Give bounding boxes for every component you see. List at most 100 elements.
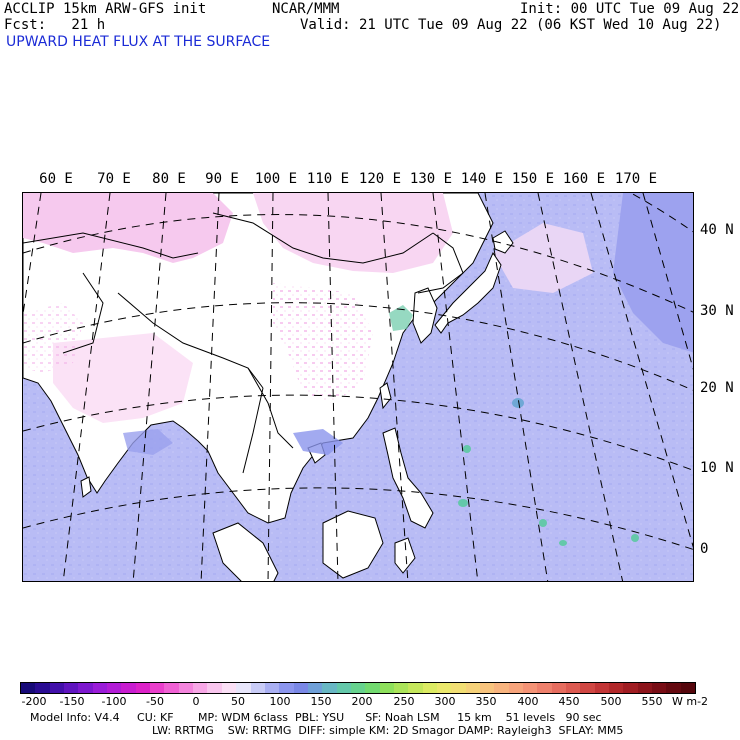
colorbar-swatch — [666, 683, 681, 693]
pacific-green-spot-4 — [539, 519, 547, 527]
center-label: NCAR/MMM — [272, 1, 340, 17]
meridian-170e — [642, 193, 693, 370]
colorbar-swatch — [21, 683, 36, 693]
meridian-130e — [432, 193, 479, 581]
colorbar-swatch — [236, 683, 251, 693]
colorbar-swatch — [193, 683, 208, 693]
lon-label-150e: 150 E — [511, 171, 555, 187]
colorbar-tick: 100 — [269, 695, 291, 708]
colorbar-tick: 50 — [231, 695, 245, 708]
meridian-70e — [62, 193, 111, 581]
lon-label-60e: 60 E — [39, 171, 73, 187]
meridian-90e — [200, 193, 220, 581]
colorbar-tick: 500 — [600, 695, 622, 708]
sulawesi-island — [394, 537, 416, 574]
model-info-line-1: Model Info: V4.4 CU: KF MP: WDM 6class P… — [30, 711, 602, 724]
meridian-120e — [380, 193, 409, 581]
meridian-110e — [327, 193, 339, 581]
colorbar-swatch — [264, 683, 280, 693]
pacific-green-spot-3 — [458, 499, 468, 507]
lon-label-160e: 160 E — [562, 171, 606, 187]
sumatra-island — [212, 522, 279, 581]
meridian-80e — [132, 193, 167, 581]
pacific-green-spot-5 — [559, 540, 567, 546]
colorbar-swatch — [35, 683, 50, 693]
parallel-30n — [23, 214, 693, 313]
pacific-green-spot-1 — [512, 398, 524, 408]
colorbar-swatch — [580, 683, 595, 693]
north-pacific-pink-region — [493, 223, 593, 293]
colorbar-swatch — [379, 683, 394, 693]
colorbar-tick: -150 — [59, 695, 85, 708]
colorbar-tick: 450 — [558, 695, 580, 708]
colorbar-swatch — [322, 683, 337, 693]
lon-label-170e: 170 E — [614, 171, 658, 187]
colorbar-swatch — [451, 683, 466, 693]
colorbar-tick: -100 — [101, 695, 127, 708]
colorbar-swatch — [49, 683, 65, 693]
japan-islands — [434, 251, 502, 334]
colorbar-swatch — [150, 683, 165, 693]
colorbar-tick: -200 — [21, 695, 47, 708]
colorbar-swatch — [336, 683, 351, 693]
colorbar-swatch — [64, 683, 79, 693]
colorbar-swatch — [494, 683, 509, 693]
border-indochina — [242, 367, 294, 474]
colorbar-swatch — [652, 683, 667, 693]
meridian-140e — [484, 193, 549, 581]
graticule-longitudes — [23, 193, 693, 581]
lon-label-90e: 90 E — [205, 171, 239, 187]
lon-label-130e: 130 E — [409, 171, 453, 187]
meridian-160e — [590, 193, 693, 548]
bay-of-bengal-blue-patch — [123, 429, 173, 455]
lon-label-120e: 120 E — [358, 171, 402, 187]
colorbar-swatch — [566, 683, 581, 693]
colorbar-tick: 200 — [351, 695, 373, 708]
central-asia-pink-region — [23, 193, 233, 263]
lat-label-0: 0 — [700, 541, 709, 557]
colorbar-swatch — [594, 683, 610, 693]
china-interior-pink-texture — [273, 283, 373, 403]
map-panel — [22, 192, 694, 582]
init-time: Init: 00 UTC Tue 09 Aug 22 — [520, 1, 740, 17]
model-info-line-2: LW: RRTMG SW: RRTMG DIFF: simple KM: 2D … — [152, 724, 624, 737]
colorbar-tick: 150 — [310, 695, 332, 708]
colorbar-swatch — [551, 683, 567, 693]
heat-flux-map — [23, 193, 693, 581]
colorbar-swatch — [465, 683, 480, 693]
lat-label-10n: 10 N — [700, 460, 734, 476]
lon-label-140e: 140 E — [460, 171, 504, 187]
pacific-green-spot-6 — [631, 534, 639, 542]
colorbar-swatch — [422, 683, 437, 693]
colorbar-swatch — [537, 683, 552, 693]
colorbar-swatch — [350, 683, 366, 693]
border-mongolia — [212, 212, 434, 264]
south-china-sea-blue-patch — [293, 429, 343, 455]
border-kazakhstan — [23, 232, 199, 259]
colorbar-swatch — [480, 683, 495, 693]
colorbar-tick: 400 — [517, 695, 539, 708]
border-china-russia — [417, 232, 464, 294]
colorbar-swatch — [307, 683, 323, 693]
sri-lanka-island — [80, 476, 92, 498]
colorbar-swatch — [78, 683, 93, 693]
meridian-100e — [267, 193, 274, 581]
field-title: UPWARD HEAT FLUX AT THE SURFACE — [6, 34, 271, 50]
parallel-20n — [23, 302, 693, 391]
colorbar-tick: 0 — [192, 695, 200, 708]
colorbar-swatch — [207, 683, 222, 693]
colorbar-swatch — [365, 683, 380, 693]
border-india-pakistan — [62, 272, 104, 354]
colorbar-swatch — [178, 683, 194, 693]
colorbar-swatch — [250, 683, 265, 693]
korea-peninsula — [412, 287, 438, 344]
parallel-40n — [629, 193, 693, 233]
colorbar-tick: 550 — [641, 695, 663, 708]
lat-label-40n: 40 N — [700, 222, 734, 238]
border-himalaya — [117, 292, 264, 389]
colorbar-swatch — [121, 683, 136, 693]
colorbar-ticks: -200 -150 -100 -50 0 50 100 150 200 250 … — [0, 695, 740, 709]
colorbar-tick: -50 — [146, 695, 164, 708]
colorbar-swatch — [279, 683, 294, 693]
parallel-10n — [23, 394, 693, 471]
